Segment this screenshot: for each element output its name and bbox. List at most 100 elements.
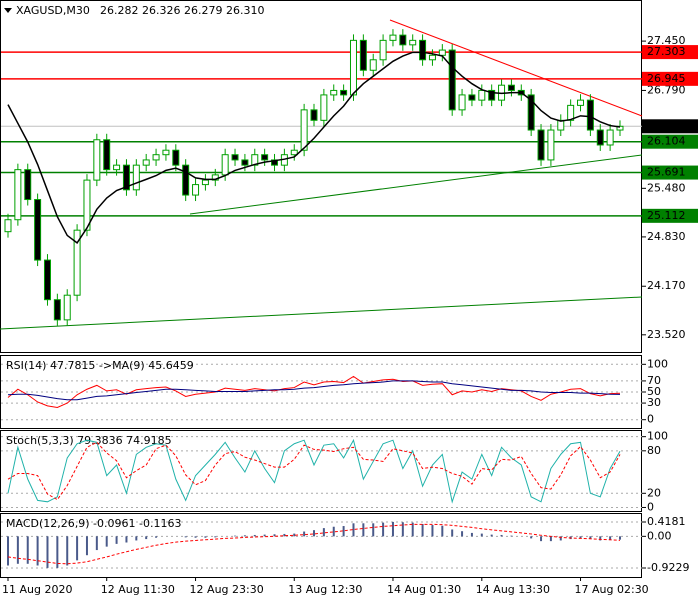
y-tick-label: 0 [647,500,654,513]
candle-body [152,154,160,161]
last-price-label: 26.310 [647,119,686,132]
y-tick-label: 24.830 [647,230,686,243]
main-panel [0,0,642,353]
y-tick-label: 27.450 [647,34,686,47]
symbol-title: XAGUSD,M30 [16,4,90,17]
level-label-box [642,134,698,149]
y-tick-label: 26.790 [647,83,686,96]
y-tick-label: 23.520 [647,328,686,341]
level-label: 27.303 [647,45,686,58]
candle-body [478,89,486,101]
x-tick-label: 14 Aug 13:30 [476,583,550,596]
candle-body [14,169,22,221]
indicator-label: RSI(14) 47.7815 ->MA(9) 45.6459 [6,359,194,372]
x-tick-label: 11 Aug 2020 [2,583,72,596]
candle-body [53,299,61,321]
candle-body [113,164,121,171]
stoch-panel [0,430,642,512]
candle-body [349,39,357,96]
candle-body [241,159,249,166]
candle-body [162,149,170,156]
candle-body [231,154,239,161]
candle-body [122,164,130,191]
candle-body [340,89,348,96]
candle-body [488,89,496,101]
candle-body [330,89,338,96]
level-label-box [642,45,698,60]
candle-body [93,139,101,181]
candle-body [468,94,476,101]
ohlc-label: 26.282 26.326 26.279 26.310 [100,4,264,17]
y-tick-label: 80 [647,444,661,457]
candle-body [103,139,111,171]
candle-body [201,179,209,186]
y-tick-label: -0.9229 [647,561,689,574]
candle-body [507,84,515,91]
x-tick-label: 13 Aug 12:30 [288,583,362,596]
indicator-label: MACD(12,26,9) -0.0961 -0.1163 [6,517,181,530]
y-tick-label: 0.4181 [647,515,686,528]
candle-body [409,39,417,46]
candle-body [261,154,269,161]
candle-body [182,164,190,196]
x-tick-label: 12 Aug 11:30 [101,583,175,596]
candle-body [379,39,387,61]
level-label: 25.691 [647,166,686,179]
candle-body [448,49,456,111]
candle-body [172,149,180,166]
candle-body [438,49,446,56]
level-label-box [642,71,698,86]
candle-body [359,39,367,71]
x-tick-label: 17 Aug 02:30 [575,583,649,596]
candle-body [34,199,42,261]
x-tick-label: 12 Aug 23:30 [190,583,264,596]
last-price-box [642,119,698,134]
candle-body [43,259,51,301]
candle-body [537,129,545,161]
y-tick-label: 50 [647,385,661,398]
level-label-box [642,165,698,180]
candle-body [63,294,71,321]
level-label: 26.104 [647,135,686,148]
candle-body [300,109,308,151]
candle-body [577,99,585,106]
candle-body [4,219,12,233]
moving-average [7,51,621,244]
y-tick-label: 70 [647,374,661,387]
candle-body [458,94,466,111]
candle-body [73,229,81,296]
candle-body [428,54,436,61]
level-label: 26.945 [647,72,686,85]
y-tick-label: 0.00 [647,529,672,542]
y-tick-label: 20 [647,486,661,499]
indicator-line [7,441,621,501]
candle-body [192,184,200,196]
resistance-trendline [389,19,643,117]
y-tick-label: 30 [647,396,661,409]
menu-arrow [4,8,12,13]
candle-body [310,109,318,121]
candle-body [527,94,535,131]
y-tick-label: 24.170 [647,279,686,292]
candle-body [399,34,407,46]
indicator-line [7,438,621,504]
candle-body [142,159,150,166]
support-trendline [189,154,643,215]
candle-body [606,129,614,146]
y-tick-label: 100 [647,357,668,370]
candle-body [83,179,91,231]
candle-body [132,164,140,191]
candle-body [586,99,594,131]
y-tick-label: 100 [647,430,668,443]
x-tick-label: 14 Aug 01:30 [387,583,461,596]
y-tick-label: 25.480 [647,181,686,194]
candle-body [24,169,32,201]
candle-body [596,129,604,146]
indicator-line [7,380,621,401]
level-label-box [642,208,698,223]
candle-body [320,94,328,121]
candle-body [389,34,397,41]
candle-body [419,39,427,61]
candle-body [547,129,555,161]
